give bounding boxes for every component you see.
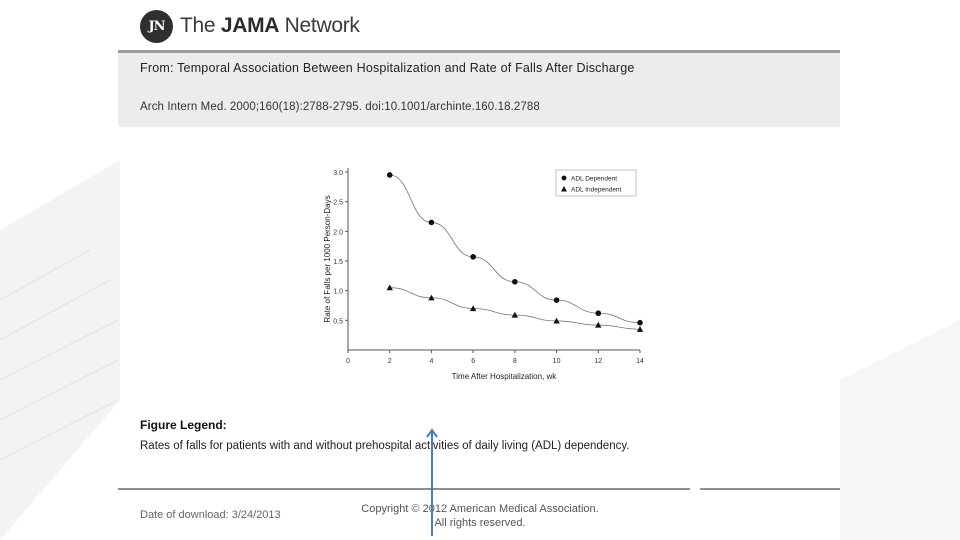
bottom-divider-right	[700, 488, 840, 490]
data-point-adl-independent	[511, 311, 519, 318]
series-line-2	[389, 287, 641, 330]
legend-entry: ADL Dependent	[571, 176, 617, 183]
x-tick-label: 10	[553, 358, 561, 365]
y-tick-label: 1.5	[333, 259, 343, 266]
series-line-1	[389, 174, 641, 324]
y-axis-label: Rate of Falls per 1000 Person-Days	[323, 195, 332, 322]
data-point-adl-independent	[553, 317, 560, 324]
x-tick-label: 6	[471, 358, 475, 365]
data-point-adl-independent	[636, 326, 644, 332]
y-tick-label: 1.0	[333, 289, 343, 296]
data-point-adl-dependent	[470, 254, 476, 260]
data-point-adl-independent	[386, 284, 393, 291]
up-arrow-icon	[426, 428, 438, 536]
jn-logo-icon: JN	[140, 9, 173, 43]
copyright-line-2: All rights reserved.	[434, 517, 526, 529]
data-point-adl-independent	[595, 321, 602, 328]
top-divider	[118, 50, 840, 53]
citation: Arch Intern Med. 2000;160(18):2788-2795.…	[140, 101, 540, 113]
y-tick-label: 2.0	[333, 229, 343, 236]
x-tick-label: 2	[388, 358, 392, 365]
data-point-adl-independent	[428, 294, 435, 301]
header-panel: From: Temporal Association Between Hospi…	[118, 53, 840, 127]
data-point-adl-dependent	[553, 297, 560, 303]
copyright-notice: Copyright © 2012 American Medical Associ…	[355, 502, 605, 530]
data-point-adl-dependent	[595, 310, 602, 317]
x-tick-label: 8	[513, 358, 517, 365]
copyright-line-1: Copyright © 2012 American Medical Associ…	[361, 503, 599, 515]
falls-rate-chart: 0.5 1.0 1.5 2.0 2.5 3.0 0 2 4 6 8 10 12 14 Time After …	[323, 168, 644, 381]
download-date: Date of download: 3/24/2013	[140, 509, 281, 521]
y-tick-label: 0.5	[333, 318, 343, 325]
article-title: Temporal Association Between Hospitaliza…	[177, 61, 635, 75]
y-tick-label: 2.5	[333, 200, 343, 207]
legend-marker-triangle	[561, 186, 567, 192]
chart-legend-box	[555, 169, 637, 197]
data-point-adl-dependent	[386, 172, 393, 178]
data-point-adl-dependent	[637, 319, 643, 326]
jama-network-logo[interactable]: JN The JAMA Network	[140, 8, 360, 44]
x-tick-label: 0	[346, 358, 350, 365]
y-tick-label: 3.0	[333, 170, 343, 177]
figure-legend-text: Rates of falls for patients with and wit…	[140, 440, 630, 452]
from-label: From:	[140, 61, 174, 75]
bottom-divider	[118, 488, 690, 490]
x-tick-label: 4	[429, 358, 433, 365]
data-point-adl-dependent	[428, 219, 435, 226]
article-title-line: From: Temporal Association Between Hospi…	[140, 61, 635, 75]
x-axis-label: Time After Hospitalization, wk	[452, 372, 558, 381]
figure-legend-label: Figure Legend:	[140, 418, 227, 432]
data-point-adl-dependent	[512, 278, 518, 285]
x-tick-label: 14	[636, 358, 644, 365]
data-point-adl-independent	[469, 305, 477, 312]
logo-wordmark: The JAMA Network	[180, 14, 360, 37]
legend-entry: ADL Independent	[571, 187, 622, 194]
legend-marker-circle	[561, 175, 567, 181]
x-tick-label: 12	[594, 358, 602, 365]
